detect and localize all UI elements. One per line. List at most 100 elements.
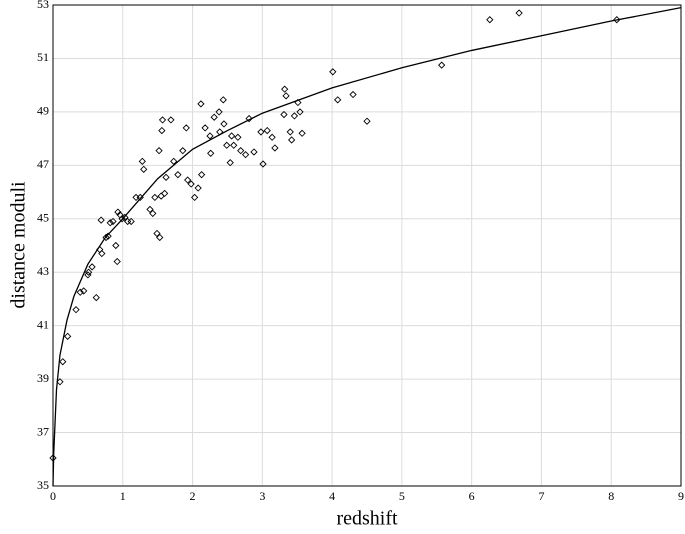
data-point	[184, 176, 192, 184]
data-point	[271, 144, 279, 152]
data-point	[298, 129, 306, 137]
data-point	[349, 90, 357, 99]
data-point	[84, 268, 93, 276]
data-point	[112, 241, 120, 250]
data-point	[237, 146, 245, 155]
data-point	[201, 124, 209, 132]
data-point	[106, 219, 114, 227]
x-tick-label: 9	[678, 489, 684, 503]
y-axis-label: distance moduli	[8, 181, 30, 309]
data-point	[146, 205, 154, 214]
y-tick-label: 39	[37, 371, 49, 385]
data-point	[179, 146, 187, 155]
y-tick-label: 45	[37, 211, 49, 225]
data-point	[194, 184, 202, 192]
x-tick-label: 7	[538, 489, 544, 503]
y-tick-label: 37	[37, 424, 49, 438]
data-point	[234, 133, 242, 141]
data-point	[167, 116, 175, 124]
data-point	[290, 112, 299, 120]
data-point	[207, 149, 215, 157]
data-point	[280, 110, 288, 119]
data-point	[245, 114, 253, 123]
data-point	[182, 124, 190, 132]
x-tick-label: 4	[329, 489, 335, 503]
data-point	[187, 180, 195, 188]
data-point	[156, 233, 164, 242]
data-point	[98, 249, 106, 258]
y-tick-label: 49	[37, 104, 49, 118]
data-point	[220, 120, 228, 128]
data-point	[109, 217, 117, 226]
y-tick-label: 47	[37, 157, 49, 171]
data-point	[92, 293, 100, 302]
data-point	[102, 233, 110, 242]
data-point	[132, 193, 140, 202]
data-point	[288, 136, 296, 144]
x-tick-label: 0	[50, 489, 56, 503]
data-point	[197, 171, 206, 179]
data-point	[64, 332, 72, 340]
data-point	[162, 173, 170, 181]
data-point	[127, 217, 135, 226]
fit-curve	[52, 7, 682, 487]
data-point	[438, 61, 446, 69]
data-point	[226, 159, 234, 167]
data-point	[250, 148, 258, 156]
data-point	[282, 92, 290, 100]
data-point	[227, 132, 236, 140]
data-point	[155, 146, 163, 155]
data-point	[174, 171, 182, 179]
data-point	[613, 16, 621, 24]
data-point	[257, 128, 265, 136]
y-tick-label: 41	[37, 317, 49, 331]
y-tick-label: 51	[37, 50, 49, 64]
data-point	[104, 232, 112, 240]
data-point	[88, 263, 96, 271]
data-point	[230, 141, 238, 149]
data-point	[158, 116, 167, 124]
data-point	[76, 288, 84, 296]
x-tick-label: 2	[190, 489, 196, 503]
data-point	[259, 160, 267, 168]
data-point	[138, 157, 146, 165]
data-point	[486, 16, 494, 24]
data-point	[80, 287, 88, 295]
data-point	[113, 257, 121, 266]
x-tick-label: 3	[259, 489, 265, 503]
data-point	[72, 305, 80, 314]
data-point	[149, 209, 157, 218]
data-point	[157, 192, 165, 200]
data-point	[153, 229, 161, 238]
y-tick-label: 43	[37, 264, 49, 278]
y-tick-label: 35	[37, 478, 49, 492]
x-axis-label: redshift	[336, 508, 398, 530]
data-point	[268, 133, 276, 141]
data-point	[363, 117, 371, 125]
data-point	[140, 165, 148, 173]
data-point	[151, 193, 159, 202]
data-point	[210, 113, 218, 121]
data-point	[286, 128, 294, 136]
data-point	[281, 85, 289, 93]
data-point	[59, 358, 67, 366]
plot-frame	[52, 4, 682, 487]
x-tick-label: 6	[469, 489, 475, 503]
data-point	[296, 108, 304, 116]
x-tick-label: 1	[120, 489, 126, 503]
x-tick-label: 5	[399, 489, 405, 503]
data-point	[223, 141, 231, 149]
x-tick-label: 8	[608, 489, 614, 503]
data-point	[197, 100, 205, 108]
data-point	[191, 193, 199, 202]
data-point	[334, 96, 342, 104]
data-point	[215, 108, 223, 116]
y-tick-label: 53	[37, 0, 49, 11]
data-point	[329, 68, 337, 76]
data-point	[161, 189, 169, 198]
data-point	[121, 213, 129, 222]
data-point	[241, 151, 250, 159]
data-point	[219, 96, 227, 104]
data-point	[97, 216, 105, 224]
